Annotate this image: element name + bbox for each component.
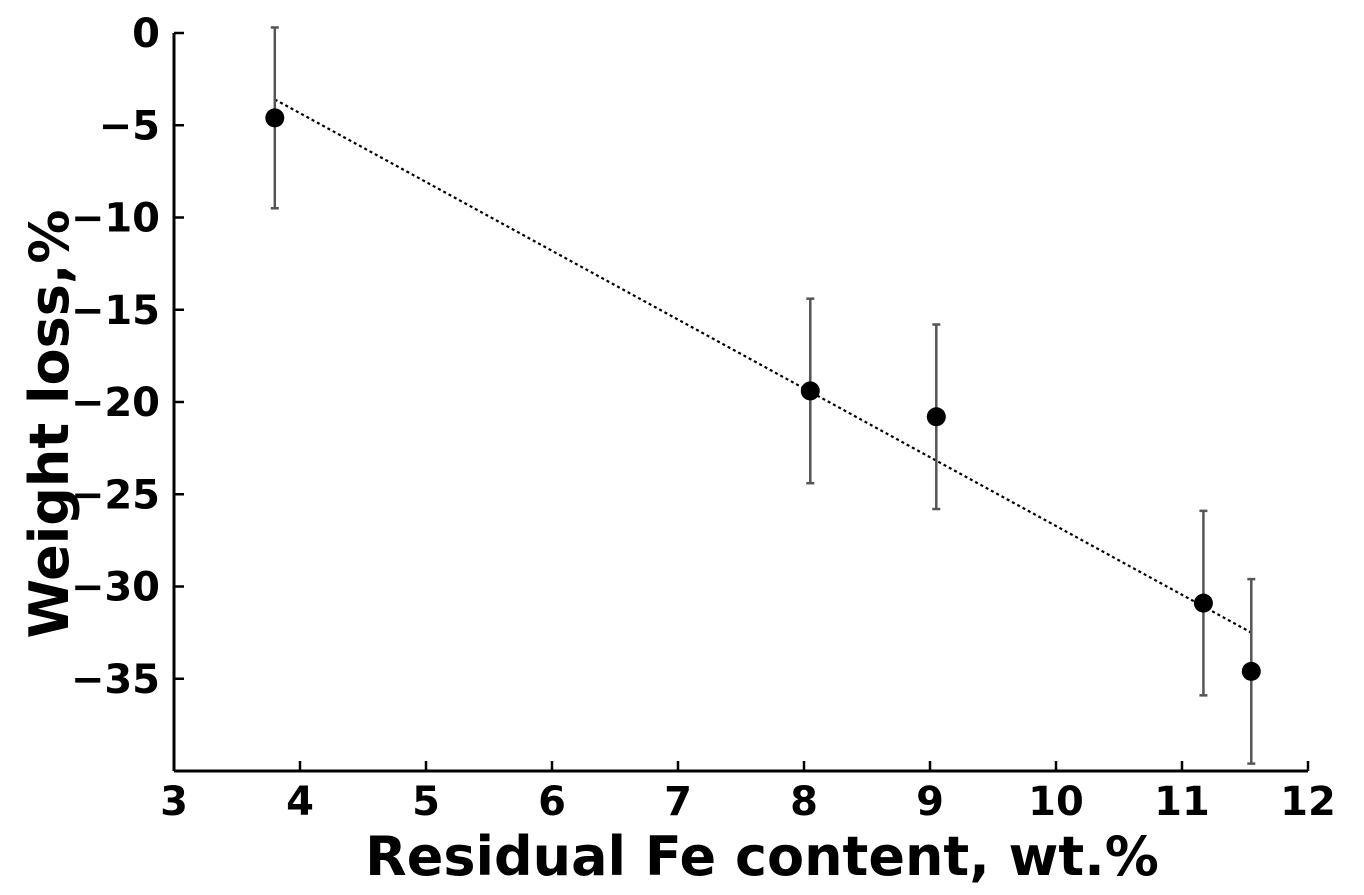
x-tick-label: 8 — [790, 779, 818, 825]
data-point — [926, 407, 946, 427]
trend-line — [274, 98, 1252, 634]
x-tick-label: 9 — [916, 779, 944, 825]
x-tick-label: 7 — [664, 779, 692, 825]
y-tick-label: −15 — [71, 288, 160, 334]
x-axis-label: Residual Fe content, wt.% — [365, 825, 1159, 888]
y-tick-label: −35 — [71, 657, 160, 703]
y-tick-label: −10 — [71, 196, 160, 242]
trend-line-group — [274, 98, 1252, 634]
data-point — [800, 381, 820, 401]
y-tick-label: −30 — [71, 565, 160, 611]
y-axis-ticks: 0 −5 −10 −15 −20 −25 −30 −35 — [71, 11, 184, 703]
y-tick-label: 0 — [132, 11, 160, 57]
x-tick-label: 3 — [160, 779, 188, 825]
x-tick-label: 6 — [538, 779, 566, 825]
x-tick-label: 11 — [1154, 779, 1210, 825]
y-tick-label: −5 — [99, 103, 160, 149]
x-tick-label: 4 — [286, 779, 314, 825]
data-point — [1241, 661, 1261, 681]
x-tick-label: 12 — [1280, 779, 1336, 825]
x-tick-label: 10 — [1028, 779, 1084, 825]
y-tick-label: −20 — [71, 380, 160, 426]
y-axis-label: Weight loss,% — [18, 210, 81, 639]
data-point — [1193, 593, 1213, 613]
x-axis-ticks: 3 4 5 6 7 8 9 10 11 12 — [160, 761, 1336, 825]
error-bars — [270, 26, 1256, 765]
data-points — [265, 108, 1261, 681]
x-tick-label: 5 — [412, 779, 440, 825]
data-point — [265, 108, 285, 128]
axes — [172, 33, 1308, 773]
y-tick-label: −25 — [71, 472, 160, 518]
